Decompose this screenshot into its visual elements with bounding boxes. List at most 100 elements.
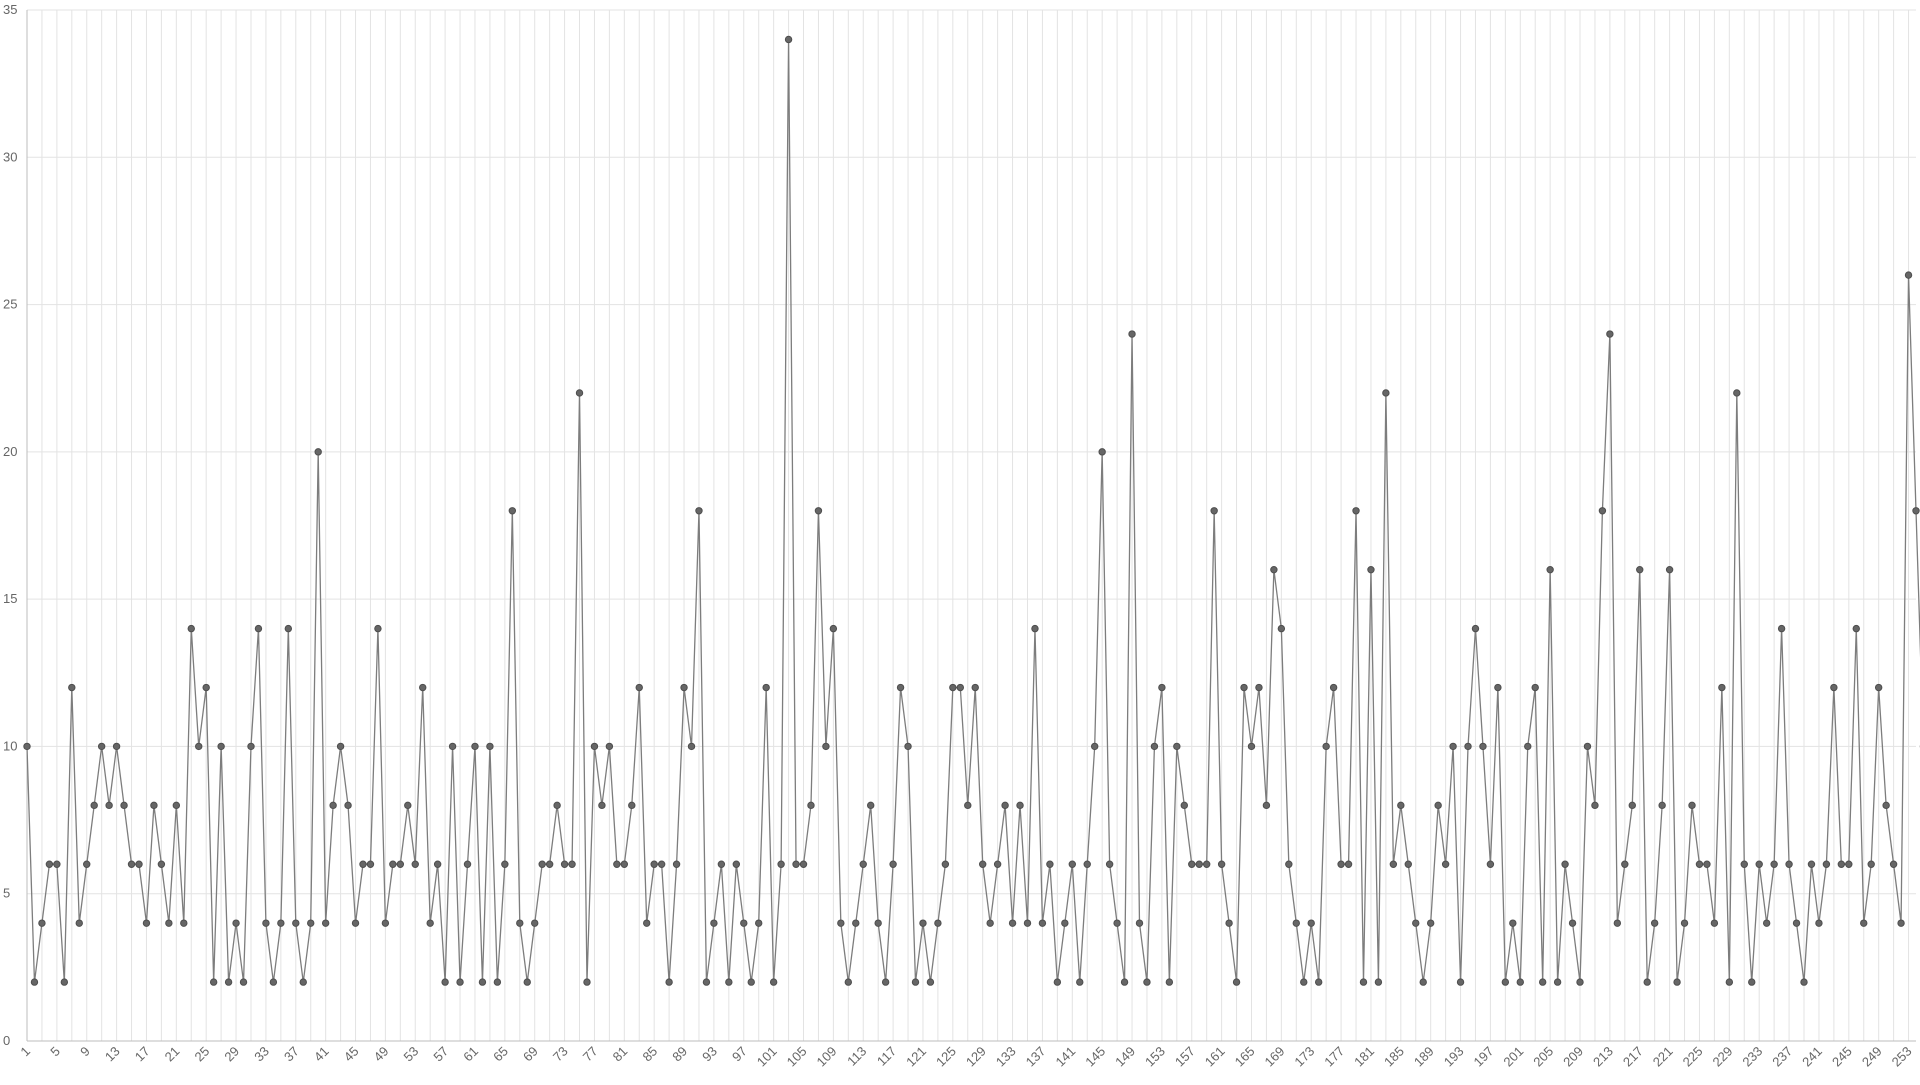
data-point <box>1128 330 1136 338</box>
x-tick-label: 61 <box>460 1044 481 1065</box>
data-point <box>1001 801 1009 810</box>
data-point <box>1292 919 1300 927</box>
x-tick-label: 37 <box>281 1044 302 1065</box>
data-point <box>195 742 203 751</box>
data-point <box>956 683 965 692</box>
data-point <box>1748 978 1756 986</box>
data-point <box>1143 978 1151 986</box>
data-point <box>1419 978 1427 986</box>
data-point <box>1628 801 1636 810</box>
data-point <box>30 978 39 986</box>
data-point <box>881 978 890 986</box>
data-point <box>1053 978 1062 986</box>
data-point <box>329 801 337 810</box>
y-axis-tick-labels: 0 5 10 15 20 25 30 35 <box>3 2 17 1048</box>
data-point <box>1217 860 1226 868</box>
data-point <box>1397 801 1405 810</box>
data-point <box>411 860 419 868</box>
x-tick-label: 137 <box>1023 1044 1049 1070</box>
x-tick-label: 81 <box>610 1044 631 1065</box>
data-point <box>1255 683 1263 692</box>
data-point <box>1598 507 1607 515</box>
data-point <box>1202 860 1211 868</box>
data-point <box>262 919 270 927</box>
data-point <box>949 683 957 692</box>
data-point <box>605 742 614 751</box>
data-point <box>680 683 688 692</box>
data-point <box>254 624 263 633</box>
data-point <box>1158 683 1166 692</box>
x-tick-label: 113 <box>844 1044 869 1069</box>
data-point <box>1449 742 1457 751</box>
x-tick-label: 185 <box>1381 1044 1407 1070</box>
data-point <box>1897 919 1905 927</box>
x-tick-label: 57 <box>430 1044 451 1065</box>
data-point <box>314 448 322 456</box>
data-point <box>142 919 151 927</box>
x-tick-label: 169 <box>1262 1044 1288 1070</box>
data-point <box>1441 860 1450 868</box>
data-point <box>336 742 345 751</box>
x-tick-label: 225 <box>1680 1044 1706 1070</box>
x-tick-label: 197 <box>1471 1044 1497 1070</box>
x-tick-label: 77 <box>580 1044 601 1065</box>
data-point <box>112 742 121 751</box>
data-point <box>672 860 681 868</box>
x-tick-label: 249 <box>1859 1044 1885 1070</box>
data-point <box>1703 860 1711 868</box>
data-point <box>1180 801 1188 810</box>
x-tick-label: 213 <box>1590 1044 1616 1070</box>
x-tick-label: 45 <box>341 1044 362 1065</box>
data-point <box>172 801 181 810</box>
data-point <box>1762 919 1771 927</box>
data-point <box>1046 860 1054 868</box>
x-tick-label: 53 <box>401 1044 422 1065</box>
data-point <box>292 919 300 927</box>
data-point <box>1471 624 1480 633</box>
data-point <box>471 742 479 751</box>
y-tick-label: 10 <box>3 738 17 753</box>
x-tick-label: 85 <box>639 1044 660 1065</box>
data-point <box>553 801 561 810</box>
x-tick-label: 181 <box>1351 1044 1377 1070</box>
data-point <box>1718 683 1726 692</box>
data-point <box>1038 919 1047 927</box>
data-point <box>1673 978 1681 986</box>
data-point <box>896 683 905 692</box>
data-point <box>135 860 143 868</box>
x-tick-label: 69 <box>520 1044 541 1065</box>
data-point <box>1658 801 1666 810</box>
data-point <box>1329 683 1338 692</box>
x-tick-label: 209 <box>1560 1044 1586 1070</box>
x-tick-label: 201 <box>1500 1044 1526 1070</box>
data-point <box>1023 919 1032 927</box>
data-point <box>1031 624 1039 633</box>
data-point <box>120 801 128 810</box>
data-point <box>755 919 763 927</box>
x-tick-label: 237 <box>1769 1044 1795 1070</box>
x-tick-label: 97 <box>729 1044 750 1065</box>
data-point <box>1725 978 1734 986</box>
data-point <box>277 919 285 927</box>
data-point <box>852 919 860 927</box>
x-tick-label: 133 <box>993 1044 1019 1070</box>
data-point <box>1867 860 1875 868</box>
y-tick-label: 0 <box>3 1033 10 1048</box>
data-point <box>456 978 464 986</box>
data-point <box>769 978 778 986</box>
data-point <box>1636 565 1644 574</box>
x-tick-label: 157 <box>1172 1044 1198 1070</box>
data-point <box>710 919 718 927</box>
data-point <box>1501 978 1510 986</box>
data-point <box>1509 919 1517 927</box>
x-tick-label: 93 <box>699 1044 720 1065</box>
data-point <box>23 742 31 751</box>
data-point <box>1307 919 1315 927</box>
data-point <box>531 919 539 927</box>
axes <box>26 10 1916 1042</box>
data-point <box>45 860 54 868</box>
x-tick-label: 193 <box>1441 1044 1467 1070</box>
data-point <box>1247 742 1256 751</box>
data-point <box>351 919 360 927</box>
data-point <box>1165 978 1174 986</box>
